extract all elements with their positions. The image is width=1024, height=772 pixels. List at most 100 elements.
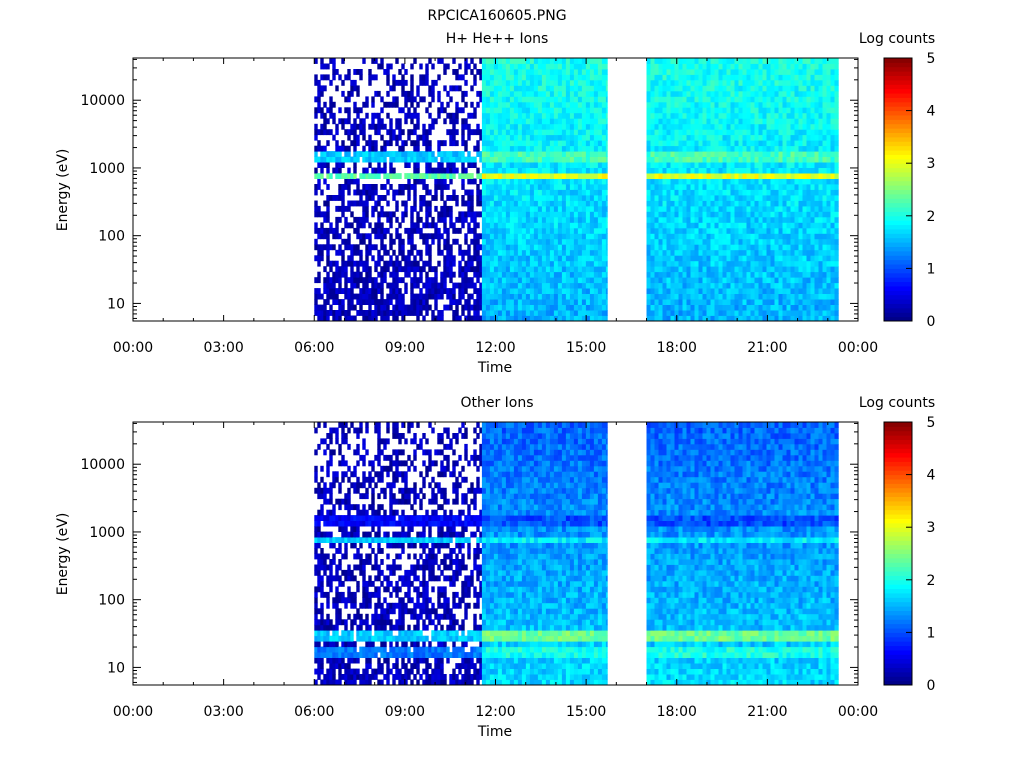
spectrogram-cell [437,112,441,119]
spectrogram-cell [404,266,408,273]
spectrogram-cell [344,145,348,152]
spectrogram-cell [774,123,779,130]
spectrogram-cell [386,216,390,223]
spectrogram-cell [601,178,607,185]
spectrogram-cell [434,205,438,212]
spectrogram-cell [386,74,390,81]
spectrogram-cell [726,195,731,201]
spectrogram-cell [726,129,731,136]
spectrogram-cell [690,271,695,278]
spectrogram-cell [449,173,453,179]
spectrogram-cell [646,151,651,157]
spectrogram-cell [718,260,723,267]
spectrogram-cell [585,167,591,174]
spectrogram-cell [698,178,703,185]
spectrogram-cell [766,211,771,218]
spectrogram-cell [802,74,807,81]
spectrogram-cell [416,151,420,157]
spectrogram-cell [347,238,351,245]
spectrogram-cell [452,151,456,157]
spectrogram-cell [794,112,799,119]
spectrogram-cell [341,249,345,256]
spectrogram-cell [597,178,603,185]
spectrogram-cell [670,200,675,207]
spectrogram-cell [802,112,807,119]
spectrogram-cell [730,189,735,196]
spectrogram-cell [770,271,775,278]
spectrogram-cell [790,74,795,81]
spectrogram-cell [362,58,366,64]
spectrogram-cell [802,271,807,278]
spectrogram-cell [470,162,474,168]
spectrogram-cell [722,74,727,81]
spectrogram-cell [489,107,495,114]
spectrogram-cell [605,222,608,229]
spectrogram-cell [597,145,603,152]
spectrogram-cell [470,112,474,119]
spectrogram-cell [529,277,535,284]
spectrogram-cell [738,189,743,196]
spectrogram-cell [533,255,539,262]
spectrogram-cell [758,112,763,119]
spectrogram-cell [778,288,783,294]
spectrogram-cell [730,140,735,147]
spectrogram-cell [734,293,739,300]
spectrogram-cell [682,189,687,196]
spectrogram-cell [714,222,719,229]
spectrogram-cell [706,101,711,108]
spectrogram-cell [674,63,679,70]
spectrogram-cell [782,222,787,229]
spectrogram-cell [493,79,499,86]
spectrogram-cell [581,304,587,311]
spectrogram-cell [549,304,555,311]
spectrogram-cell [525,156,531,163]
spectrogram-cell [493,74,499,81]
spectrogram-cell [561,156,567,163]
spectrogram-cell [521,205,527,212]
spectrogram-cell [513,156,519,163]
spectrogram-cell [422,74,426,81]
spectrogram-cell [431,79,435,86]
spectrogram-cell [517,162,523,168]
spectrogram-cell [762,238,767,245]
spectrogram-cell [425,299,429,305]
spectrogram-cell [365,112,369,119]
spectrogram-cell [690,260,695,267]
spectrogram-cell [416,249,420,256]
spectrogram-cell [714,304,719,311]
spectrogram-cell [317,107,321,114]
spectrogram-cell [458,293,462,300]
spectrogram-cell [786,112,791,119]
spectrogram-cell [758,266,763,273]
spectrogram-cell [730,107,735,114]
spectrogram-cell [374,222,378,229]
spectrogram-cell [529,222,535,229]
spectrogram-cell [422,195,426,201]
spectrogram-cell [589,101,595,108]
spectrogram-cell [742,107,747,114]
spectrogram-cell [650,315,655,322]
spectrogram-cell [782,162,787,168]
spectrogram-cell [521,156,527,163]
spectrogram-cell [320,233,324,240]
spectrogram-cell [410,96,414,103]
spectrogram-cell [541,304,547,311]
spectrogram-cell [573,233,579,240]
spectrogram-cell [762,205,767,212]
spectrogram-cell [344,151,348,157]
spectrogram-cell [662,260,667,267]
spectrogram-cell [356,156,360,163]
spectrogram-cell [389,238,393,245]
spectrogram-cell [356,277,360,284]
spectrogram-cell [734,277,739,284]
spectrogram-cell [714,123,719,130]
spectrogram-cell [702,85,707,92]
spectrogram-cell [670,211,675,218]
spectrogram-cell [386,63,390,70]
spectrogram-cell [481,145,487,152]
spectrogram-cell [458,266,462,273]
spectrogram-cell [449,277,453,284]
spectrogram-cell [605,195,608,201]
spectrogram-cell [758,184,763,190]
spectrogram-cell [754,249,759,256]
